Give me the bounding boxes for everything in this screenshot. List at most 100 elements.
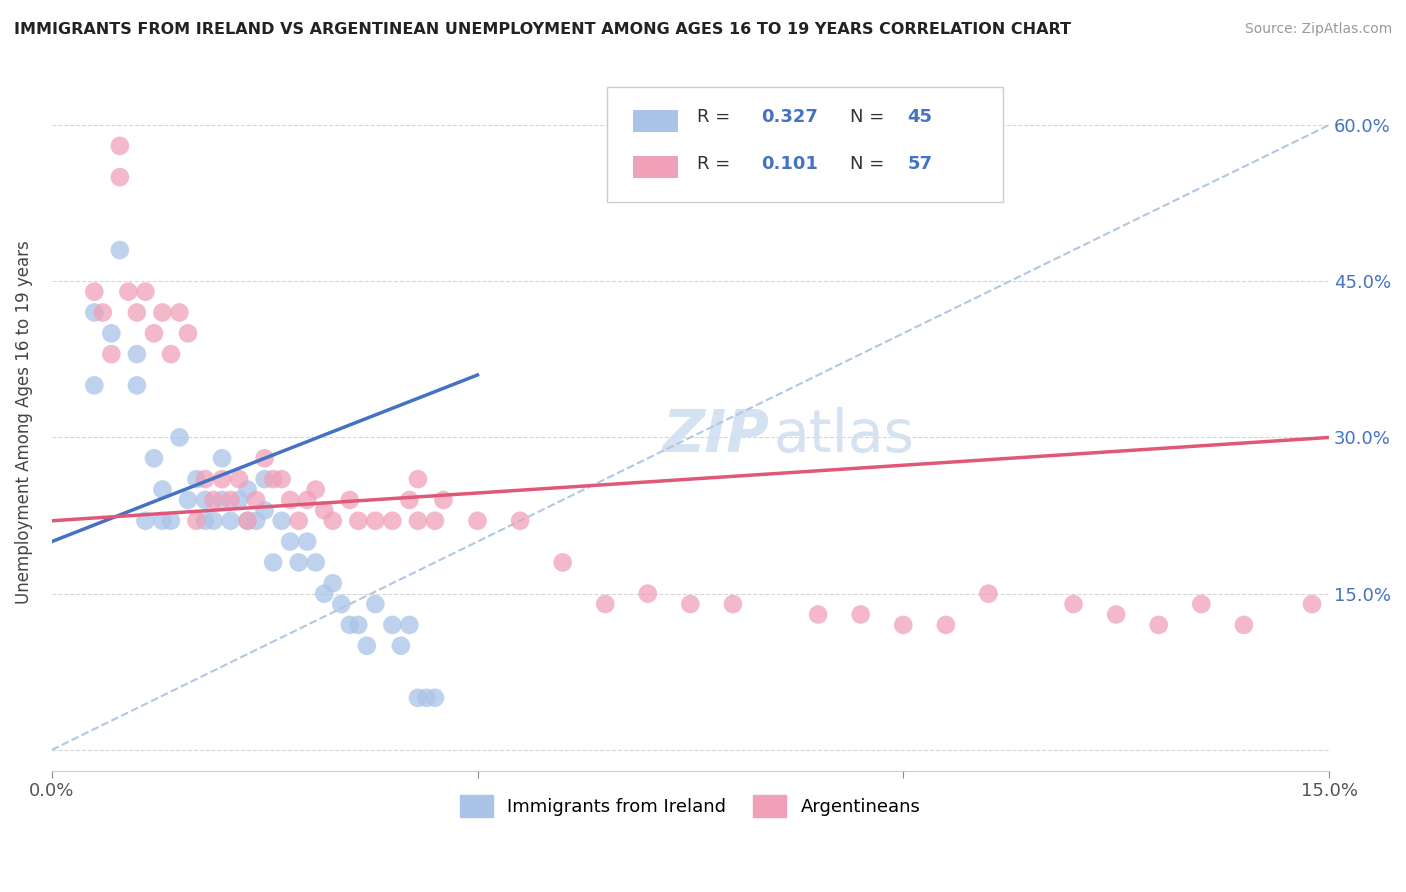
Point (236, 514, 259, 528)
Point (108, 139, 131, 153)
Point (330, 597, 353, 611)
Point (125, 305, 148, 319)
Point (679, 597, 702, 611)
Point (83, 305, 105, 319)
Text: R =: R = (697, 108, 735, 126)
Point (415, 690, 437, 705)
Point (406, 472, 429, 486)
Point (194, 492, 217, 507)
Point (314, 587, 336, 601)
Point (593, 597, 616, 611)
Point (152, 483, 174, 497)
Point (100, 326, 122, 341)
Point (721, 597, 744, 611)
Point (228, 472, 250, 486)
Point (551, 556, 574, 570)
Point (169, 430, 191, 444)
Point (1233, 618, 1256, 632)
Point (305, 556, 328, 570)
Point (134, 514, 156, 528)
Point (262, 472, 284, 486)
Point (314, 503, 336, 517)
Point (262, 556, 284, 570)
Point (406, 690, 429, 705)
Point (134, 285, 156, 299)
Point (253, 503, 276, 517)
Text: ZIP: ZIP (662, 408, 769, 465)
Text: 45: 45 (907, 108, 932, 126)
Text: IMMIGRANTS FROM IRELAND VS ARGENTINEAN UNEMPLOYMENT AMONG AGES 16 TO 19 YEARS CO: IMMIGRANTS FROM IRELAND VS ARGENTINEAN U… (14, 22, 1071, 37)
Point (398, 618, 420, 632)
Point (305, 483, 328, 497)
Point (142, 451, 165, 466)
Point (194, 472, 217, 486)
Point (322, 514, 344, 528)
Point (398, 492, 420, 507)
Point (219, 492, 242, 507)
Point (322, 576, 344, 591)
Point (432, 492, 454, 507)
Point (935, 618, 957, 632)
Point (389, 639, 412, 653)
Point (356, 639, 378, 653)
Point (295, 492, 318, 507)
Text: Source: ZipAtlas.com: Source: ZipAtlas.com (1244, 22, 1392, 37)
Point (1105, 607, 1128, 622)
Point (245, 514, 267, 528)
Point (295, 534, 318, 549)
Text: R =: R = (697, 154, 735, 173)
Text: 57: 57 (907, 154, 932, 173)
Point (423, 514, 446, 528)
Point (287, 514, 309, 528)
Point (339, 492, 361, 507)
Point (849, 607, 872, 622)
Point (177, 326, 200, 341)
Point (509, 514, 531, 528)
Point (1063, 597, 1085, 611)
Text: 0.101: 0.101 (761, 154, 817, 173)
Point (125, 347, 148, 361)
Legend: Immigrants from Ireland, Argentineans: Immigrants from Ireland, Argentineans (453, 788, 928, 824)
FancyBboxPatch shape (633, 156, 678, 178)
Point (83, 285, 105, 299)
Point (1189, 597, 1212, 611)
Y-axis label: Unemployment Among Ages 16 to 19 years: Unemployment Among Ages 16 to 19 years (15, 240, 32, 604)
Point (891, 618, 914, 632)
Point (270, 472, 292, 486)
Text: 0.327: 0.327 (761, 108, 817, 126)
Point (177, 492, 200, 507)
Point (160, 347, 183, 361)
Point (152, 305, 174, 319)
Point (211, 472, 233, 486)
Text: N =: N = (851, 108, 890, 126)
Point (1147, 618, 1170, 632)
Point (194, 514, 217, 528)
Point (186, 472, 208, 486)
Point (278, 534, 301, 549)
Point (108, 243, 131, 257)
Point (278, 492, 301, 507)
Point (236, 483, 259, 497)
Point (253, 451, 276, 466)
Point (83, 378, 105, 392)
Point (339, 618, 361, 632)
Point (125, 378, 148, 392)
Point (117, 285, 139, 299)
Text: atlas: atlas (773, 408, 914, 465)
Point (253, 472, 276, 486)
Point (211, 451, 233, 466)
Point (977, 587, 1000, 601)
FancyBboxPatch shape (607, 87, 1004, 202)
Text: N =: N = (851, 154, 890, 173)
Point (287, 556, 309, 570)
Point (347, 618, 370, 632)
Point (423, 690, 446, 705)
Point (91, 305, 114, 319)
Point (100, 347, 122, 361)
Point (807, 607, 830, 622)
Point (381, 514, 404, 528)
Point (160, 514, 183, 528)
Point (152, 514, 174, 528)
Point (108, 170, 131, 185)
Point (202, 492, 225, 507)
